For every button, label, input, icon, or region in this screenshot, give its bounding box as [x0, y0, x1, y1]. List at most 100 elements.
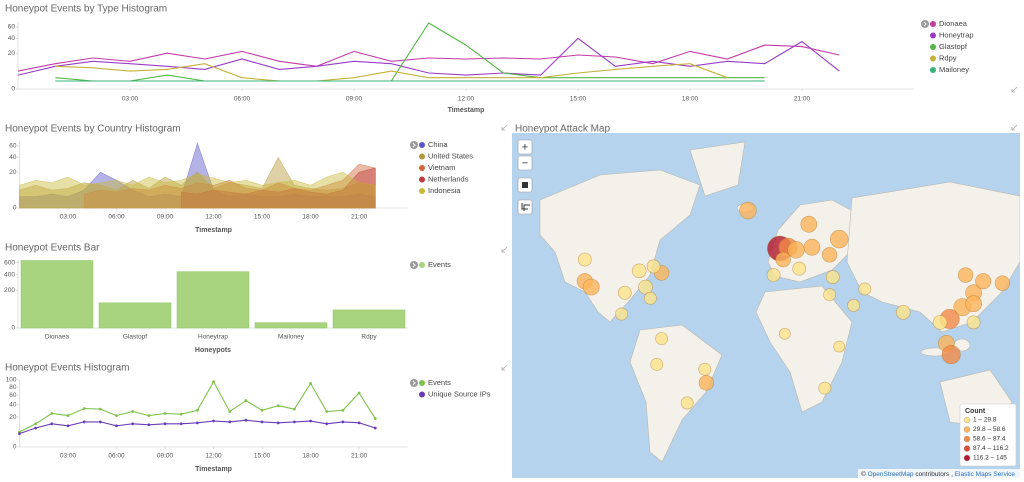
- point: [228, 420, 232, 424]
- legend-swatch: [930, 21, 936, 27]
- map-legend-title: Count: [965, 408, 986, 415]
- point: [293, 420, 296, 424]
- y-tick-label: 0: [13, 205, 17, 212]
- y-tick-label: 40: [9, 154, 17, 161]
- legend-label: Glastopf: [939, 42, 968, 51]
- series-area: [180, 167, 376, 209]
- attribution-link[interactable]: OpenStreetMap: [868, 471, 914, 478]
- point: [195, 421, 199, 425]
- map-legend-swatch: [963, 435, 971, 443]
- y-tick-label: 100: [6, 377, 17, 384]
- map-point: [800, 215, 818, 233]
- legend-toggle[interactable]: [410, 141, 418, 149]
- point: [115, 414, 118, 417]
- x-tick-label: Mailoney: [278, 334, 305, 341]
- map-title: Honeypot Attack Map: [515, 124, 610, 135]
- map-point: [787, 241, 805, 259]
- map-point: [966, 315, 981, 330]
- point: [179, 422, 183, 426]
- attribution: © OpenStreetMap contributors , Elastic M…: [861, 470, 1015, 478]
- fit-button[interactable]: [517, 199, 533, 215]
- chart-title: Honeypot Events Bar: [5, 243, 100, 254]
- expand-icon[interactable]: [1011, 124, 1018, 131]
- point: [373, 417, 377, 420]
- series-line: [55, 22, 765, 82]
- point: [34, 426, 38, 430]
- map-legend-label: 58.6 – 87.4: [973, 436, 1006, 443]
- y-tick-label: 600: [4, 259, 15, 266]
- y-tick-label: 0: [13, 444, 17, 451]
- x-tick-label: 18:00: [682, 96, 699, 103]
- legend-swatch: [419, 188, 425, 194]
- attribution-link[interactable]: Elastic Maps Service: [955, 471, 1016, 478]
- map: [512, 133, 1020, 478]
- legend-label: United States: [428, 151, 473, 160]
- point: [34, 422, 38, 426]
- legend-swatch: [419, 262, 425, 268]
- point: [82, 420, 86, 424]
- zoom-out-label: −: [522, 157, 528, 169]
- map-point: [803, 238, 821, 256]
- series-line: [17, 37, 840, 76]
- point: [147, 414, 151, 417]
- bar: [254, 322, 328, 329]
- map-legend-swatch: [963, 416, 971, 424]
- point: [357, 391, 361, 395]
- point: [325, 410, 329, 413]
- legend-label: Mailoney: [939, 65, 969, 74]
- map-point: [739, 201, 757, 220]
- map-point: [833, 340, 846, 353]
- map-point: [631, 263, 647, 279]
- point: [341, 420, 345, 424]
- legend-toggle[interactable]: [410, 261, 418, 269]
- map-point: [829, 229, 849, 249]
- map-point: [646, 259, 661, 274]
- legend-label: Netherlands: [428, 174, 469, 183]
- zoom-out-button[interactable]: [517, 155, 533, 171]
- legend-swatch: [419, 165, 425, 171]
- bar: [20, 260, 94, 329]
- x-tick-label: Honeytrap: [198, 334, 228, 341]
- expand-icon[interactable]: [1011, 86, 1018, 93]
- y-tick-label: 0: [11, 86, 15, 93]
- map-point: [617, 285, 632, 300]
- point: [212, 380, 215, 384]
- zoom-controls: + −: [517, 139, 533, 215]
- map-legend-label: 87.4 – 116.2: [973, 445, 1009, 452]
- expand-icon[interactable]: [501, 246, 508, 253]
- zoom-in-button[interactable]: [517, 139, 533, 155]
- point: [163, 422, 167, 426]
- legend-label: Indonesia: [428, 186, 461, 195]
- map-legend-box: [959, 403, 1017, 467]
- point: [309, 419, 312, 423]
- x-tick-label: Rdpy: [361, 334, 377, 341]
- point: [50, 422, 54, 426]
- map-point: [577, 252, 592, 267]
- point: [260, 420, 264, 424]
- x-tick-label: 06:00: [234, 96, 251, 103]
- x-tick-label: 12:00: [205, 453, 222, 460]
- legend-label: China: [428, 140, 448, 149]
- draw-icon: [522, 182, 528, 188]
- point: [147, 423, 151, 427]
- point: [260, 408, 264, 412]
- x-tick-label: 15:00: [570, 96, 587, 103]
- x-tick-label: 03:00: [60, 453, 77, 460]
- point: [325, 422, 329, 426]
- legend-toggle[interactable]: [921, 20, 929, 28]
- map-legend-label: 116.2 – 145: [973, 455, 1007, 462]
- legend-swatch: [419, 380, 425, 386]
- legend-label: Vietnam: [428, 163, 455, 172]
- y-tick-label: 60: [9, 143, 17, 150]
- map-point: [994, 275, 1011, 291]
- bar: [332, 309, 406, 329]
- point: [341, 408, 345, 412]
- legend-toggle[interactable]: [410, 379, 418, 387]
- x-tick-label: Glastopf: [123, 334, 147, 341]
- map-point: [698, 362, 712, 376]
- expand-icon[interactable]: [501, 364, 508, 371]
- point: [212, 419, 215, 423]
- expand-icon[interactable]: [501, 124, 508, 131]
- legend-toggle-arrows: [412, 21, 927, 386]
